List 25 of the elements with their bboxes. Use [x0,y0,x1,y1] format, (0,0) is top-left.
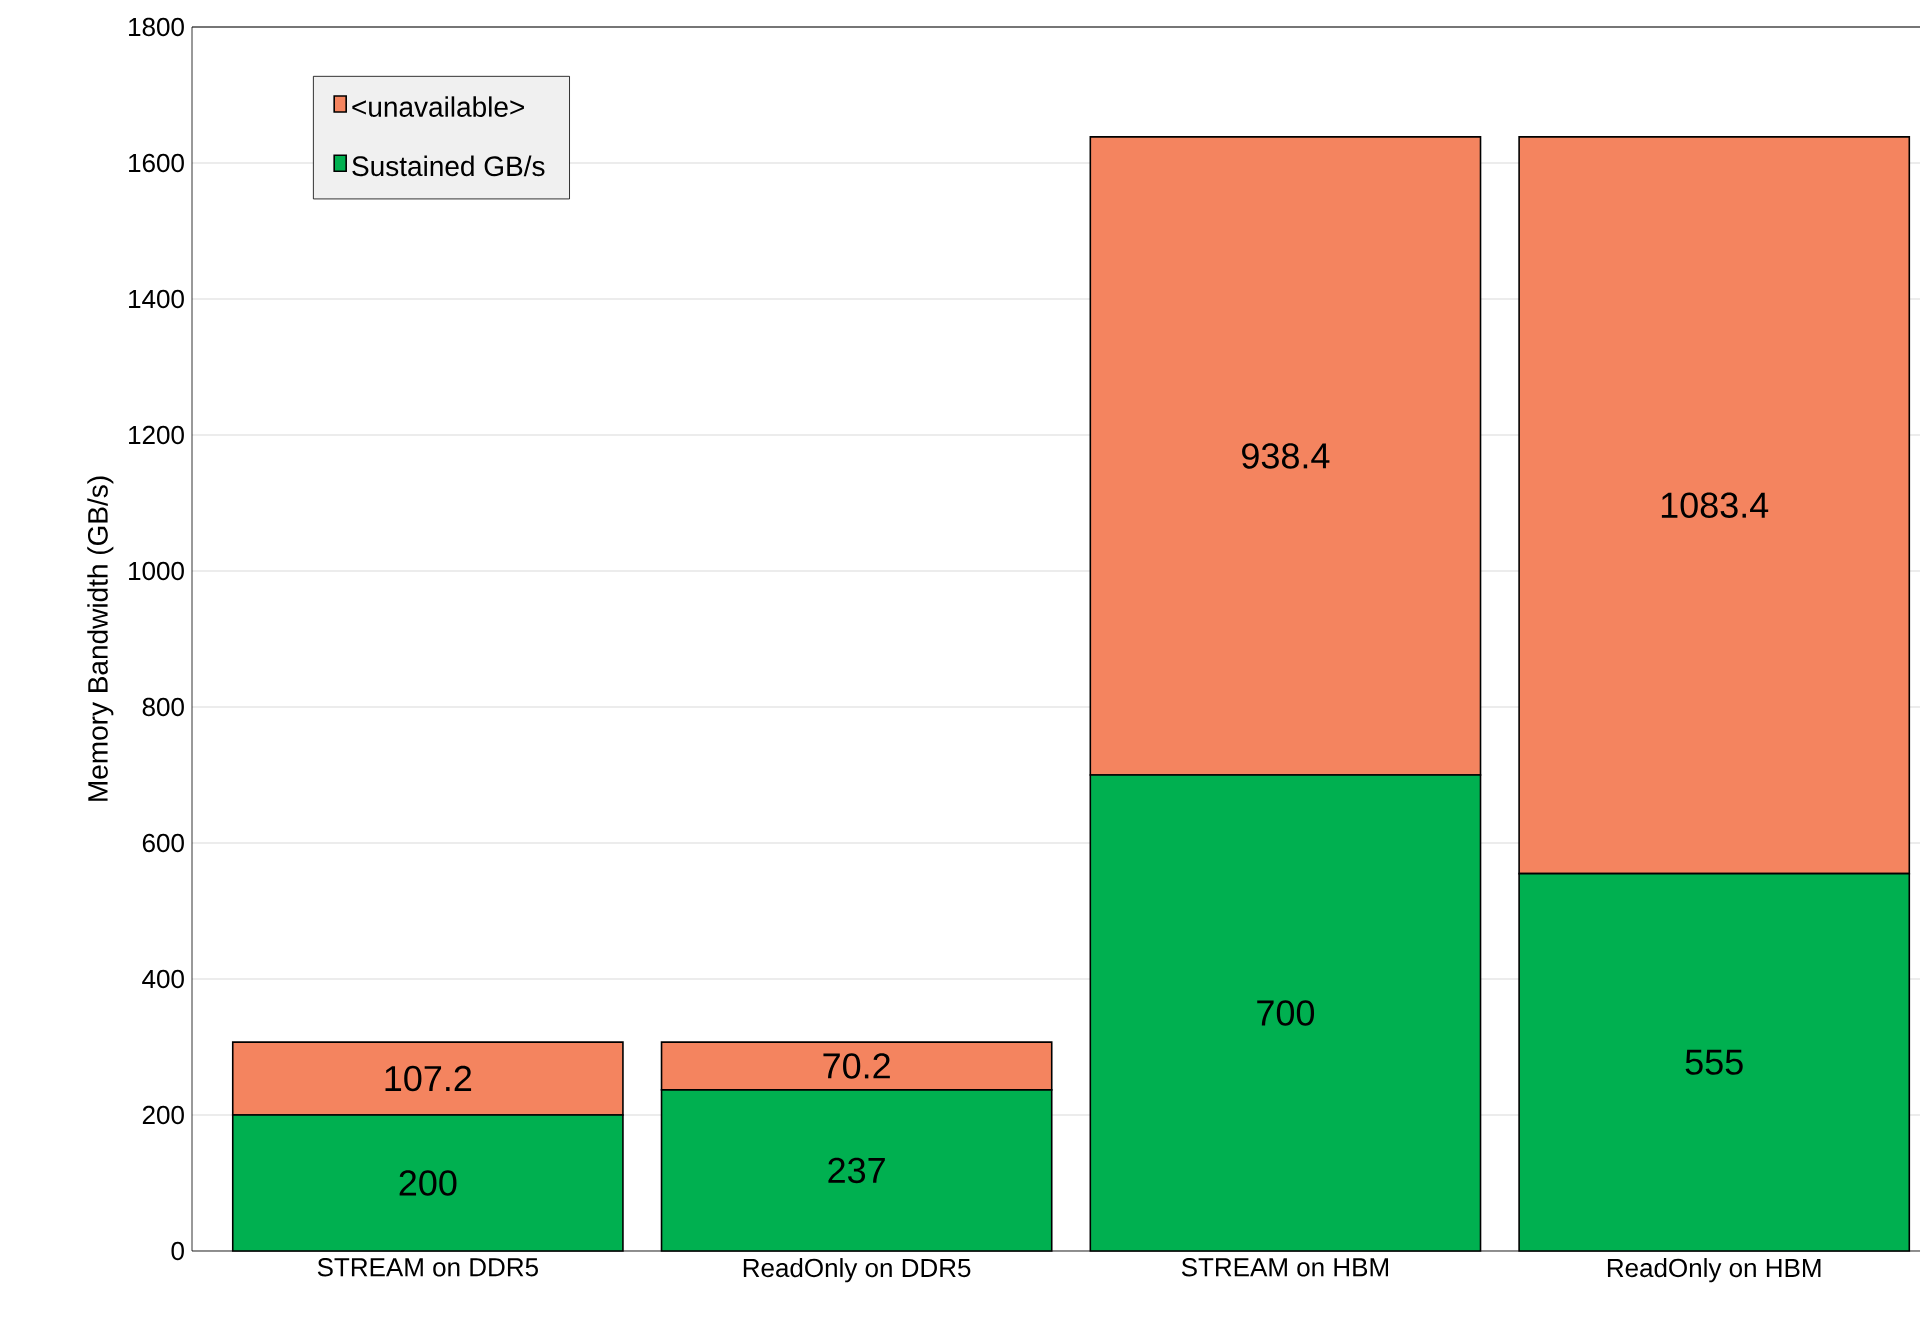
data-label: 200 [399,1170,457,1196]
y-tick-label: 1400 [129,289,184,309]
data-label: 938.4 [1242,443,1330,469]
legend-label: <unavailable> [352,96,524,117]
x-tick-label: STREAM on DDR5 [317,1258,538,1277]
y-tick-label: 200 [142,1105,184,1125]
y-tick-label: 1200 [129,425,184,445]
y-tick-label: 1600 [129,153,184,173]
y-axis-title: Memory Bandwidth (GB/s) [87,476,114,801]
x-tick-label: ReadOnly on DDR5 [743,1258,971,1283]
y-tick-label: 1800 [129,17,184,37]
y-tick-label: 600 [142,833,184,853]
data-label: 700 [1257,1000,1315,1026]
data-label: 555 [1685,1049,1743,1075]
data-label: 1083.4 [1661,492,1769,518]
y-tick-label: 0 [171,1241,184,1261]
data-label: 107.2 [385,1065,472,1092]
y-tick-label: 800 [142,697,184,717]
legend-label: Sustained GB/s [352,155,545,177]
x-tick-label: STREAM on HBM [1181,1258,1389,1277]
y-tick-label: 400 [142,969,184,989]
x-tick-label: ReadOnly on HBM [1607,1258,1821,1283]
data-label: 70.2 [823,1053,890,1079]
y-tick-label: 1000 [129,561,184,581]
data-label: 237 [828,1157,885,1184]
